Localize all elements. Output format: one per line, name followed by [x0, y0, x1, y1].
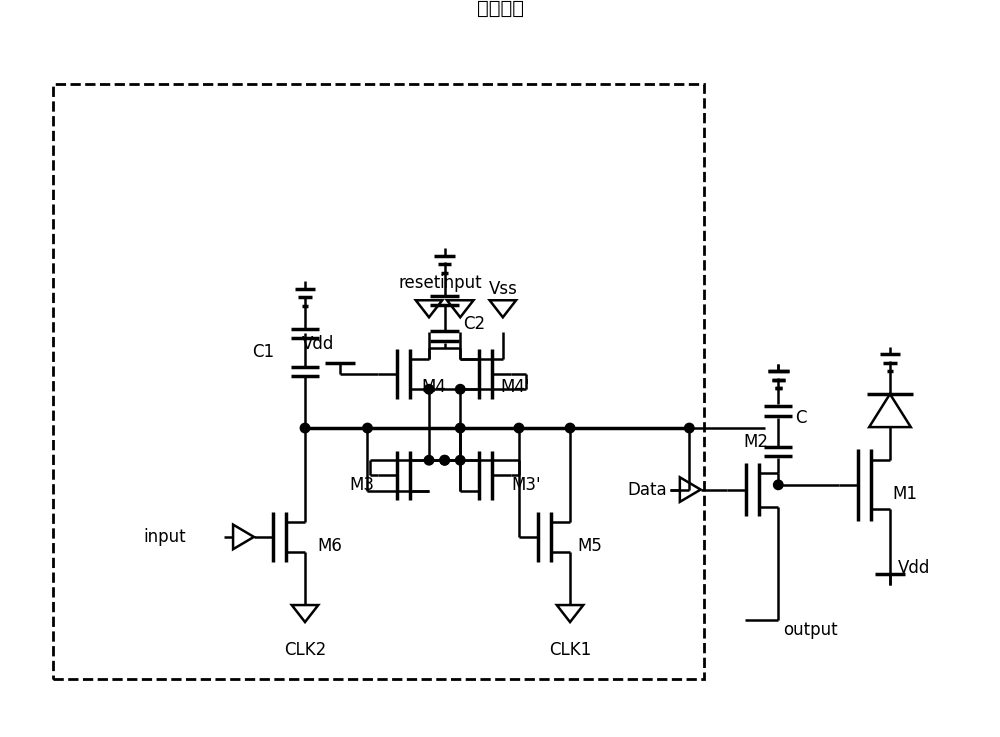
Text: M1: M1: [893, 485, 918, 503]
Text: M3': M3': [511, 476, 541, 494]
Circle shape: [774, 480, 783, 489]
Circle shape: [300, 423, 310, 433]
Text: output: output: [783, 621, 838, 639]
Circle shape: [456, 423, 465, 433]
Circle shape: [440, 455, 449, 465]
Text: M6: M6: [317, 537, 342, 556]
Circle shape: [440, 455, 449, 465]
Text: Vdd: Vdd: [302, 335, 334, 353]
Text: Vdd: Vdd: [898, 559, 930, 577]
Text: M3: M3: [349, 476, 374, 494]
Bar: [53, 85, 704, 679]
Text: C: C: [795, 408, 807, 427]
Circle shape: [456, 455, 465, 465]
Circle shape: [456, 385, 465, 394]
Circle shape: [424, 455, 434, 465]
Text: 传递单元: 传递单元: [477, 0, 524, 18]
Text: M4: M4: [421, 378, 446, 397]
Circle shape: [565, 423, 575, 433]
Text: C1: C1: [253, 343, 275, 361]
Text: CLK2: CLK2: [284, 641, 326, 660]
Text: input: input: [439, 274, 482, 293]
Text: C2: C2: [464, 315, 486, 333]
Text: M4': M4': [500, 378, 530, 397]
Circle shape: [424, 385, 434, 394]
Text: M2: M2: [743, 433, 768, 451]
Text: input: input: [143, 528, 186, 546]
Text: Data: Data: [627, 481, 667, 498]
Text: reset: reset: [398, 274, 441, 293]
Circle shape: [685, 423, 694, 433]
Circle shape: [514, 423, 524, 433]
Text: CLK1: CLK1: [549, 641, 591, 660]
Text: Vss: Vss: [488, 280, 517, 298]
Circle shape: [363, 423, 372, 433]
Text: M5: M5: [578, 537, 602, 556]
